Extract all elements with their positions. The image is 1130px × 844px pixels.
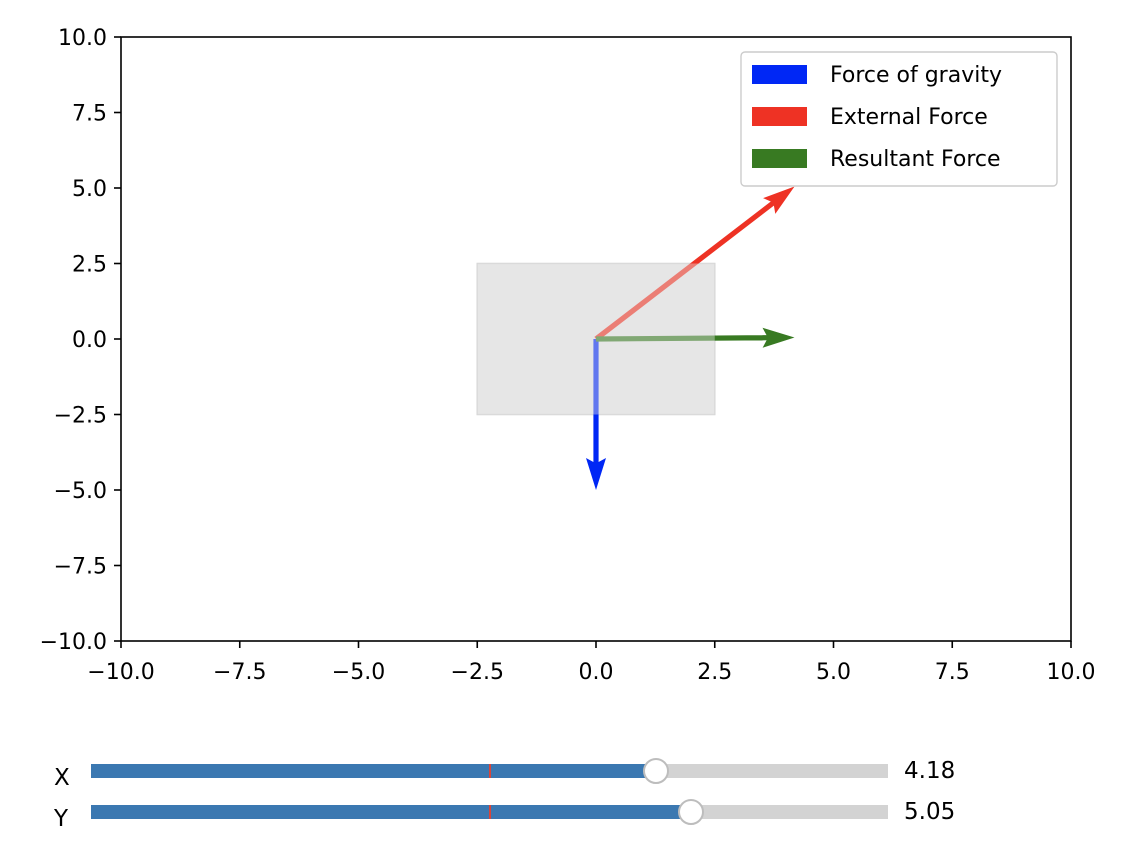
y-tick-label: 7.5 (72, 102, 107, 127)
slider-x-fill (91, 764, 657, 778)
x-tick-label: −2.5 (451, 660, 504, 685)
y-tick-label: 5.0 (72, 177, 107, 202)
y-tick-label: −10.0 (40, 630, 107, 655)
slider-y-fill (91, 805, 691, 819)
slider-x-initial-marker (488, 764, 491, 778)
x-tick-label: −10.0 (87, 660, 154, 685)
legend-swatch (752, 149, 807, 168)
x-tick-label: −5.0 (332, 660, 385, 685)
legend: Force of gravity External Force Resultant … (740, 51, 1058, 187)
x-tick-label: 0.0 (579, 660, 614, 685)
y-tick-label: 0.0 (72, 328, 107, 353)
y-tick-label: 10.0 (58, 26, 107, 51)
legend-entry-resultant-force: Resultant Force (830, 147, 1001, 172)
x-tick-label: 5.0 (816, 660, 851, 685)
y-tick-label: −7.5 (54, 555, 107, 580)
slider-y-label: Y (54, 806, 69, 832)
legend-frame (740, 51, 1058, 187)
x-tick-label: 2.5 (697, 660, 732, 685)
y-tick-label: 2.5 (72, 253, 107, 278)
x-tick-label: 10.0 (1047, 660, 1096, 685)
x-tick-label: −7.5 (213, 660, 266, 685)
y-tick-label: −5.0 (54, 479, 107, 504)
slider-x-handle[interactable] (643, 758, 670, 784)
external-force-arrow (594, 186, 795, 342)
legend-entry-external-force: External Force (830, 105, 988, 130)
slider-x-track[interactable] (91, 764, 888, 778)
slider-x-label: X (54, 765, 70, 791)
resultant-force-arrow (596, 327, 795, 348)
slider-y-handle[interactable] (677, 799, 704, 825)
x-tick-label: 7.5 (935, 660, 970, 685)
gravity-arrow (586, 339, 606, 490)
object-box-overlay (477, 263, 715, 415)
y-tick-label: −2.5 (54, 404, 107, 429)
slider-x-value: 4.18 (904, 758, 956, 784)
slider-y-track[interactable] (91, 805, 888, 819)
slider-y-value: 5.05 (904, 799, 956, 825)
slider-y-initial-marker (488, 805, 491, 819)
legend-swatch (752, 65, 807, 84)
legend-swatch (752, 107, 807, 126)
legend-entry-gravity: Force of gravity (830, 63, 1002, 88)
